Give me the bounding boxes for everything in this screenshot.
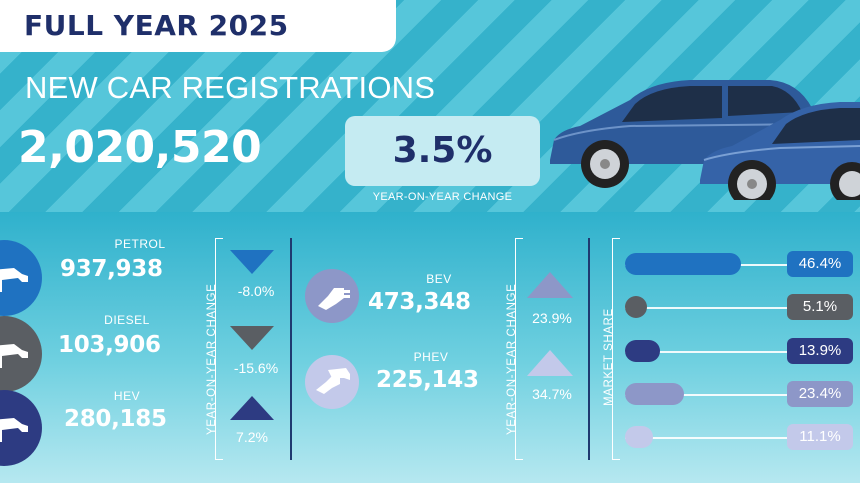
- total-registrations: 2,020,520: [18, 122, 262, 173]
- title-tab: FULL YEAR 2025: [0, 0, 396, 52]
- column-divider: [290, 238, 292, 460]
- up-arrow-icon: [230, 396, 274, 420]
- bar-track: [625, 307, 788, 309]
- yoy-bracket-right: [515, 238, 523, 460]
- down-arrow-icon: [230, 250, 274, 274]
- share-bar-diesel: [625, 296, 647, 318]
- share-value-hev: 13.9%: [787, 338, 853, 364]
- header-band: FULL YEAR 2025 NEW CAR REGISTRATIONS 2,0…: [0, 0, 860, 212]
- fuel-value-phev: 225,143: [376, 367, 479, 393]
- yoy-vertical-label-right: YEAR-ON-YEAR CHANGE: [506, 283, 518, 435]
- share-value-petrol: 46.4%: [787, 251, 853, 277]
- share-bar-bev: [625, 383, 684, 405]
- fuel-value-bev: 473,348: [368, 289, 471, 315]
- car-icon: [700, 102, 860, 200]
- yoy-bracket-left: [215, 238, 223, 460]
- yoy-change-value: 3.5%: [392, 130, 493, 171]
- share-bar-petrol: [625, 253, 741, 275]
- share-value-phev: 11.1%: [787, 424, 853, 450]
- fuel-pump-icon: [0, 240, 42, 316]
- share-value-bev: 23.4%: [787, 381, 853, 407]
- change-hev: 7.2%: [236, 429, 268, 445]
- change-diesel: -15.6%: [233, 360, 279, 376]
- fuel-value-diesel: 103,906: [58, 332, 161, 358]
- fuel-name-hev: HEV: [113, 389, 141, 403]
- change-phev: 34.7%: [532, 386, 572, 402]
- market-share-bracket: [612, 238, 620, 460]
- plug-and-pump-icon: [305, 355, 359, 409]
- change-bev: 23.9%: [532, 310, 572, 326]
- fuel-value-petrol: 937,938: [60, 256, 163, 282]
- bar-track: [625, 437, 788, 439]
- up-arrow-icon: [527, 272, 573, 298]
- page-title: FULL YEAR 2025: [24, 9, 289, 42]
- up-arrow-icon: [527, 350, 573, 376]
- share-bar-phev: [625, 426, 653, 448]
- fuel-value-hev: 280,185: [64, 406, 167, 432]
- car-icon: [550, 80, 860, 200]
- down-arrow-icon: [230, 326, 274, 350]
- share-bar-hev: [625, 340, 660, 362]
- fuel-name-petrol: PETROL: [114, 237, 166, 251]
- fuel-name-phev: PHEV: [413, 350, 449, 364]
- yoy-vertical-label-left: YEAR-ON-YEAR CHANGE: [206, 283, 218, 435]
- fuel-pump-icon: [0, 316, 42, 392]
- change-petrol: -8.0%: [237, 283, 275, 299]
- column-divider: [588, 238, 590, 460]
- fuel-name-diesel: DIESEL: [104, 313, 150, 327]
- fuel-name-bev: BEV: [426, 272, 452, 286]
- fuel-pump-icon: [0, 390, 42, 466]
- market-share-label: MARKET SHARE: [603, 308, 615, 406]
- ev-plug-icon: [305, 269, 359, 323]
- subtitle: NEW CAR REGISTRATIONS: [25, 70, 436, 105]
- bar-track: [625, 394, 788, 396]
- yoy-change-box: 3.5%: [345, 116, 540, 186]
- bar-track: [625, 351, 788, 353]
- yoy-change-label: YEAR-ON-YEAR CHANGE: [372, 191, 513, 203]
- share-value-diesel: 5.1%: [787, 294, 853, 320]
